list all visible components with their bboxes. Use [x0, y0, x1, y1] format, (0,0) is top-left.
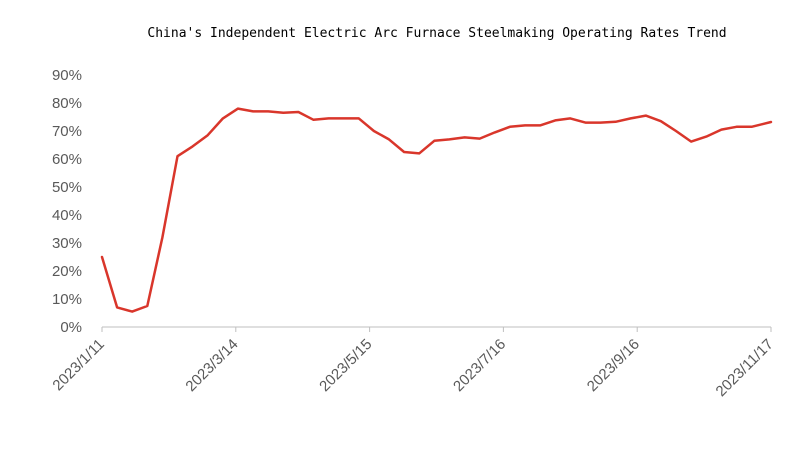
y-tick-label: 60% [52, 151, 82, 168]
x-tick-label: 2023/9/16 [584, 336, 643, 395]
chart-title: China's Independent Electric Arc Furnace… [147, 26, 726, 41]
x-tick-label: 2023/5/15 [316, 336, 375, 395]
x-tick-label: 2023/1/11 [49, 336, 107, 394]
y-tick-label: 40% [52, 207, 82, 224]
x-tick-label: 2023/11/17 [713, 336, 777, 400]
y-tick-label: 90% [52, 67, 82, 84]
y-tick-label: 70% [52, 123, 82, 140]
y-tick-label: 0% [60, 319, 82, 336]
x-axis [101, 326, 772, 332]
y-axis-ticks: 0% 10% 20% 30% 40% 50% 60% 70% 80% 90% [52, 67, 82, 336]
x-tick-label: 2023/3/14 [182, 336, 241, 395]
series-line [100, 107, 773, 313]
y-tick-label: 20% [52, 263, 82, 280]
x-tick-label: 2023/7/16 [450, 336, 509, 395]
series-group [100, 107, 773, 313]
y-tick-label: 80% [52, 95, 82, 112]
y-tick-label: 50% [52, 179, 82, 196]
y-tick-label: 10% [52, 291, 82, 308]
x-axis-ticks: 2023/1/11 2023/3/14 2023/5/15 2023/7/16 2023… [49, 336, 776, 400]
y-tick-label: 30% [52, 235, 82, 252]
